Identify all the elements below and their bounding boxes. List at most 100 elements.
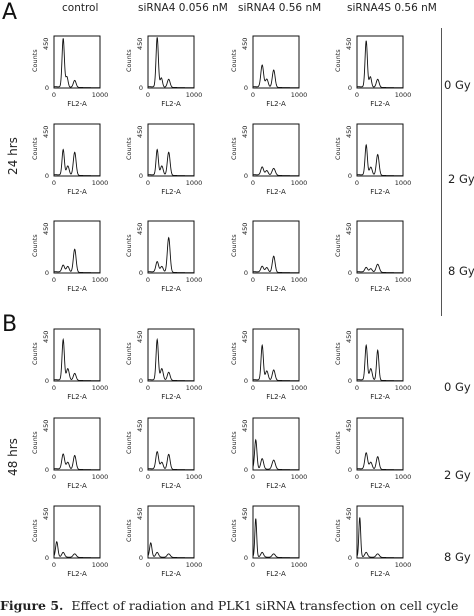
histogram-trace <box>147 337 194 382</box>
x-tick-label-zero: 0 <box>52 276 56 284</box>
histogram-trace <box>252 255 299 274</box>
x-tick-label-max: 1000 <box>395 276 412 284</box>
x-axis-label: FL2-A <box>370 482 390 490</box>
figure-caption: Figure 5. Effect of radiation and PLK1 s… <box>0 598 474 613</box>
y-tick-label-zero: 0 <box>45 377 49 385</box>
y-axis-label: Counts <box>230 519 238 542</box>
panel-a-divider <box>441 28 442 316</box>
y-tick-label-top: 450 <box>345 420 353 432</box>
y-axis-label: Counts <box>31 342 39 365</box>
x-tick-label-zero: 0 <box>52 384 56 392</box>
y-axis-label: Counts <box>334 234 342 257</box>
y-axis-label: Counts <box>230 342 238 365</box>
y-axis-label: Counts <box>334 431 342 454</box>
y-axis-label: Counts <box>31 431 39 454</box>
x-tick-label-max: 1000 <box>186 384 203 392</box>
y-axis-label: Counts <box>125 234 133 257</box>
histogram-trace <box>356 40 403 89</box>
dose-label-a-0gy: 0 Gy <box>444 78 471 92</box>
x-tick-label-zero: 0 <box>251 276 255 284</box>
y-tick-label-top: 450 <box>136 223 144 235</box>
y-tick-label-top: 450 <box>42 331 50 343</box>
x-tick-label-max: 1000 <box>395 561 412 569</box>
plot-frame <box>147 220 195 274</box>
histogram-trace <box>147 542 194 559</box>
x-tick-label-zero: 0 <box>146 179 150 187</box>
histogram-trace <box>53 148 100 177</box>
histogram-trace <box>53 337 100 382</box>
x-axis-label: FL2-A <box>161 393 181 401</box>
dose-label-b-8gy: 8 Gy <box>444 550 471 564</box>
x-axis-label: FL2-A <box>370 100 390 108</box>
x-axis-label: FL2-A <box>370 570 390 578</box>
x-tick-label-max: 1000 <box>186 561 203 569</box>
plot-frame <box>53 505 101 559</box>
y-tick-label-top: 450 <box>136 508 144 520</box>
y-tick-label-zero: 0 <box>139 377 143 385</box>
y-tick-label-zero: 0 <box>348 269 352 277</box>
x-axis-label: FL2-A <box>161 285 181 293</box>
y-tick-label-zero: 0 <box>139 554 143 562</box>
x-tick-label-zero: 0 <box>355 561 359 569</box>
histogram-trace <box>356 343 403 382</box>
x-axis-label: FL2-A <box>266 285 286 293</box>
x-axis-label: FL2-A <box>266 570 286 578</box>
y-tick-label-top: 450 <box>136 38 144 50</box>
x-tick-label-max: 1000 <box>291 179 308 187</box>
x-axis-label: FL2-A <box>370 188 390 196</box>
x-tick-label-max: 1000 <box>291 473 308 481</box>
y-tick-label-top: 450 <box>136 331 144 343</box>
y-tick-label-top: 450 <box>345 38 353 50</box>
x-tick-label-max: 1000 <box>186 473 203 481</box>
y-tick-label-top: 450 <box>42 508 50 520</box>
y-tick-label-top: 450 <box>42 126 50 138</box>
y-axis-label: Counts <box>125 342 133 365</box>
y-tick-label-top: 450 <box>241 331 249 343</box>
y-axis-label: Counts <box>230 49 238 72</box>
x-tick-label-zero: 0 <box>52 561 56 569</box>
x-tick-label-zero: 0 <box>251 473 255 481</box>
x-tick-label-max: 1000 <box>92 91 109 99</box>
x-tick-label-zero: 0 <box>52 179 56 187</box>
x-axis-label: FL2-A <box>67 285 87 293</box>
y-tick-label-zero: 0 <box>45 554 49 562</box>
x-tick-label-max: 1000 <box>291 384 308 392</box>
x-tick-label-zero: 0 <box>146 276 150 284</box>
x-tick-label-max: 1000 <box>92 561 109 569</box>
plot-frame <box>356 328 404 382</box>
caption-label: Figure 5. <box>0 598 64 613</box>
y-tick-label-zero: 0 <box>348 554 352 562</box>
x-axis-label: FL2-A <box>266 393 286 401</box>
y-tick-label-zero: 0 <box>45 172 49 180</box>
dose-label-a-8gy: 8 Gy <box>448 264 474 278</box>
histogram-trace <box>356 517 403 559</box>
plot-frame <box>147 328 195 382</box>
x-axis-label: FL2-A <box>266 100 286 108</box>
y-tick-label-zero: 0 <box>139 172 143 180</box>
y-axis-label: Counts <box>230 137 238 160</box>
x-axis-label: FL2-A <box>266 188 286 196</box>
histogram-trace <box>147 148 194 177</box>
x-tick-label-max: 1000 <box>395 384 412 392</box>
y-tick-label-zero: 0 <box>348 466 352 474</box>
y-tick-label-top: 450 <box>345 508 353 520</box>
x-axis-label: FL2-A <box>161 482 181 490</box>
y-axis-label: Counts <box>334 342 342 365</box>
x-tick-label-max: 1000 <box>186 179 203 187</box>
column-header-sirna4-0056: siRNA4 0.056 nM <box>138 2 228 14</box>
x-tick-label-zero: 0 <box>146 561 150 569</box>
